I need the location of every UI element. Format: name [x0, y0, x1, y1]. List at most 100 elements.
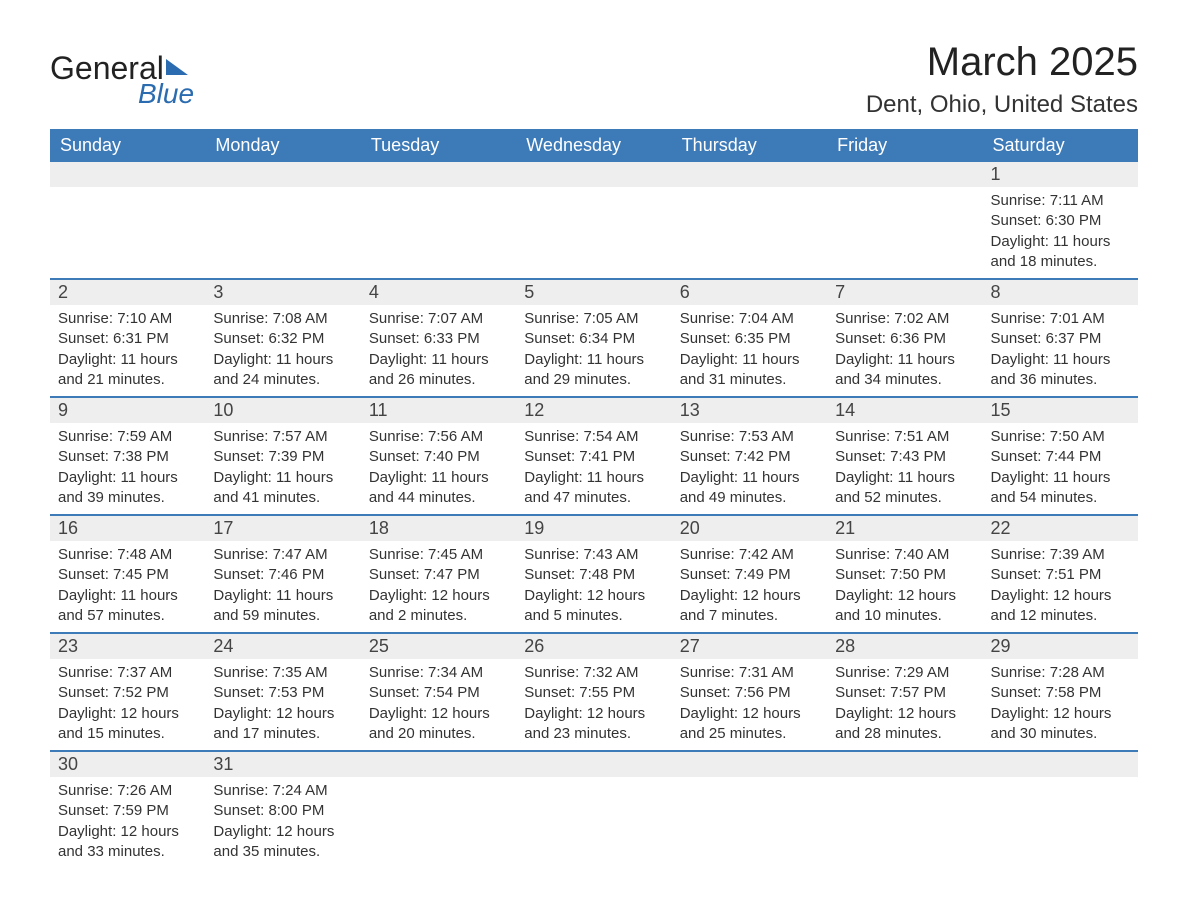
day-detail-cell: Sunrise: 7:05 AMSunset: 6:34 PMDaylight:… [516, 305, 671, 397]
day-number-cell: 30 [50, 751, 205, 777]
day-number-cell: 14 [827, 397, 982, 423]
day-number-cell: 21 [827, 515, 982, 541]
weekday-header: Wednesday [516, 129, 671, 162]
brand-line2: Blue [138, 80, 194, 108]
day-detail-cell: Sunrise: 7:56 AMSunset: 7:40 PMDaylight:… [361, 423, 516, 515]
day-detail-cell: Sunrise: 7:04 AMSunset: 6:35 PMDaylight:… [672, 305, 827, 397]
day-number-cell: 28 [827, 633, 982, 659]
daynum-row: 9101112131415 [50, 397, 1138, 423]
day-number-cell [361, 751, 516, 777]
day-detail-cell [672, 777, 827, 868]
detail-row: Sunrise: 7:10 AMSunset: 6:31 PMDaylight:… [50, 305, 1138, 397]
weekday-header: Tuesday [361, 129, 516, 162]
day-number-cell: 13 [672, 397, 827, 423]
day-number-cell: 17 [205, 515, 360, 541]
day-number-cell: 11 [361, 397, 516, 423]
day-detail-cell: Sunrise: 7:50 AMSunset: 7:44 PMDaylight:… [983, 423, 1138, 515]
detail-row: Sunrise: 7:48 AMSunset: 7:45 PMDaylight:… [50, 541, 1138, 633]
day-detail-cell: Sunrise: 7:57 AMSunset: 7:39 PMDaylight:… [205, 423, 360, 515]
calendar-table: Sunday Monday Tuesday Wednesday Thursday… [50, 129, 1138, 868]
day-number-cell: 31 [205, 751, 360, 777]
day-number-cell: 25 [361, 633, 516, 659]
day-detail-cell: Sunrise: 7:51 AMSunset: 7:43 PMDaylight:… [827, 423, 982, 515]
title-block: March 2025 Dent, Ohio, United States [866, 40, 1138, 119]
day-detail-cell [50, 187, 205, 279]
day-detail-cell: Sunrise: 7:08 AMSunset: 6:32 PMDaylight:… [205, 305, 360, 397]
day-detail-cell: Sunrise: 7:37 AMSunset: 7:52 PMDaylight:… [50, 659, 205, 751]
day-detail-cell: Sunrise: 7:45 AMSunset: 7:47 PMDaylight:… [361, 541, 516, 633]
day-number-cell [672, 751, 827, 777]
detail-row: Sunrise: 7:11 AMSunset: 6:30 PMDaylight:… [50, 187, 1138, 279]
weekday-header: Friday [827, 129, 982, 162]
day-number-cell: 16 [50, 515, 205, 541]
daynum-row: 2345678 [50, 279, 1138, 305]
page-header: General Blue March 2025 Dent, Ohio, Unit… [50, 40, 1138, 119]
calendar-body: 1Sunrise: 7:11 AMSunset: 6:30 PMDaylight… [50, 162, 1138, 868]
day-detail-cell: Sunrise: 7:34 AMSunset: 7:54 PMDaylight:… [361, 659, 516, 751]
day-number-cell: 12 [516, 397, 671, 423]
day-detail-cell: Sunrise: 7:29 AMSunset: 7:57 PMDaylight:… [827, 659, 982, 751]
day-number-cell: 22 [983, 515, 1138, 541]
detail-row: Sunrise: 7:26 AMSunset: 7:59 PMDaylight:… [50, 777, 1138, 868]
day-number-cell: 20 [672, 515, 827, 541]
weekday-header: Monday [205, 129, 360, 162]
day-number-cell: 26 [516, 633, 671, 659]
daynum-row: 3031 [50, 751, 1138, 777]
day-number-cell [516, 751, 671, 777]
day-detail-cell: Sunrise: 7:43 AMSunset: 7:48 PMDaylight:… [516, 541, 671, 633]
day-number-cell: 4 [361, 279, 516, 305]
day-number-cell [361, 162, 516, 187]
day-detail-cell [827, 187, 982, 279]
day-number-cell [205, 162, 360, 187]
detail-row: Sunrise: 7:37 AMSunset: 7:52 PMDaylight:… [50, 659, 1138, 751]
day-number-cell: 9 [50, 397, 205, 423]
day-detail-cell: Sunrise: 7:24 AMSunset: 8:00 PMDaylight:… [205, 777, 360, 868]
day-number-cell: 10 [205, 397, 360, 423]
day-detail-cell: Sunrise: 7:54 AMSunset: 7:41 PMDaylight:… [516, 423, 671, 515]
day-detail-cell [983, 777, 1138, 868]
day-number-cell: 24 [205, 633, 360, 659]
day-detail-cell: Sunrise: 7:48 AMSunset: 7:45 PMDaylight:… [50, 541, 205, 633]
day-number-cell [983, 751, 1138, 777]
day-detail-cell: Sunrise: 7:42 AMSunset: 7:49 PMDaylight:… [672, 541, 827, 633]
day-detail-cell: Sunrise: 7:31 AMSunset: 7:56 PMDaylight:… [672, 659, 827, 751]
day-number-cell: 27 [672, 633, 827, 659]
page-title: March 2025 [866, 40, 1138, 85]
day-number-cell: 23 [50, 633, 205, 659]
day-number-cell: 2 [50, 279, 205, 305]
day-detail-cell: Sunrise: 7:32 AMSunset: 7:55 PMDaylight:… [516, 659, 671, 751]
day-detail-cell: Sunrise: 7:53 AMSunset: 7:42 PMDaylight:… [672, 423, 827, 515]
weekday-header: Saturday [983, 129, 1138, 162]
day-detail-cell: Sunrise: 7:01 AMSunset: 6:37 PMDaylight:… [983, 305, 1138, 397]
day-detail-cell: Sunrise: 7:02 AMSunset: 6:36 PMDaylight:… [827, 305, 982, 397]
day-detail-cell [516, 777, 671, 868]
day-number-cell: 29 [983, 633, 1138, 659]
day-number-cell: 6 [672, 279, 827, 305]
day-detail-cell: Sunrise: 7:40 AMSunset: 7:50 PMDaylight:… [827, 541, 982, 633]
day-detail-cell: Sunrise: 7:11 AMSunset: 6:30 PMDaylight:… [983, 187, 1138, 279]
location-text: Dent, Ohio, United States [866, 91, 1138, 119]
day-detail-cell: Sunrise: 7:47 AMSunset: 7:46 PMDaylight:… [205, 541, 360, 633]
day-number-cell: 5 [516, 279, 671, 305]
weekday-header: Sunday [50, 129, 205, 162]
day-detail-cell: Sunrise: 7:10 AMSunset: 6:31 PMDaylight:… [50, 305, 205, 397]
day-number-cell: 15 [983, 397, 1138, 423]
daynum-row: 23242526272829 [50, 633, 1138, 659]
day-number-cell: 1 [983, 162, 1138, 187]
day-detail-cell: Sunrise: 7:28 AMSunset: 7:58 PMDaylight:… [983, 659, 1138, 751]
day-detail-cell: Sunrise: 7:35 AMSunset: 7:53 PMDaylight:… [205, 659, 360, 751]
day-number-cell: 7 [827, 279, 982, 305]
brand-triangle-icon [166, 59, 188, 75]
day-detail-cell: Sunrise: 7:59 AMSunset: 7:38 PMDaylight:… [50, 423, 205, 515]
day-number-cell [516, 162, 671, 187]
weekday-header-row: Sunday Monday Tuesday Wednesday Thursday… [50, 129, 1138, 162]
brand-logo: General Blue [50, 40, 194, 108]
day-number-cell [827, 751, 982, 777]
day-detail-cell: Sunrise: 7:26 AMSunset: 7:59 PMDaylight:… [50, 777, 205, 868]
day-detail-cell [361, 777, 516, 868]
day-number-cell: 8 [983, 279, 1138, 305]
day-number-cell [50, 162, 205, 187]
day-number-cell [672, 162, 827, 187]
daynum-row: 16171819202122 [50, 515, 1138, 541]
day-detail-cell [516, 187, 671, 279]
